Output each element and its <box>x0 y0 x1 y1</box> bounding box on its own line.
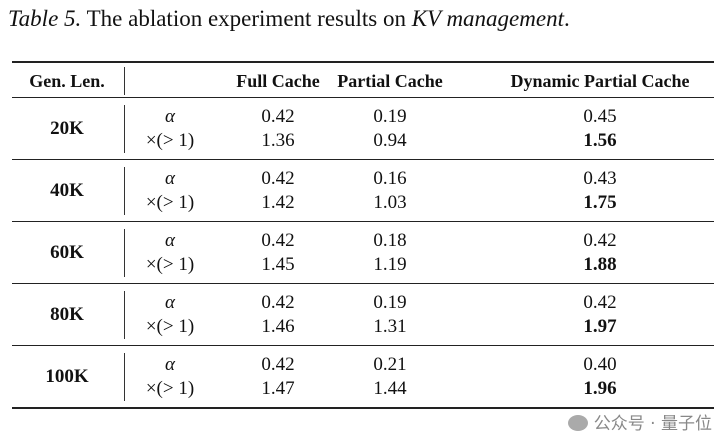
speedup-value: 1.97 <box>583 316 617 337</box>
alpha-label: α <box>165 230 175 251</box>
alpha-value: 0.16 <box>373 168 407 189</box>
speedup-value: 0.94 <box>373 130 407 151</box>
gen-len-label: 60K <box>50 242 84 263</box>
alpha-value: 0.21 <box>373 354 407 375</box>
speedup-label: ×(> 1) <box>145 254 195 275</box>
alpha-label: α <box>165 292 175 313</box>
column-divider <box>124 291 126 339</box>
alpha-value: 0.42 <box>261 106 295 127</box>
speedup-value: 1.96 <box>583 378 617 399</box>
speedup-label: ×(> 1) <box>145 192 195 213</box>
column-divider <box>124 67 126 95</box>
alpha-value: 0.42 <box>261 168 295 189</box>
header-column: Full Cache <box>236 71 320 91</box>
gen-len-label: 40K <box>50 180 84 201</box>
speedup-value: 1.47 <box>261 378 295 399</box>
gen-len-label: 100K <box>45 366 89 387</box>
speedup-label: ×(> 1) <box>145 130 195 151</box>
speedup-value: 1.45 <box>261 254 295 275</box>
bottom-rule <box>12 407 714 409</box>
column-divider <box>124 353 126 401</box>
group-rule <box>12 283 714 285</box>
speedup-value: 1.75 <box>583 192 617 213</box>
header-column: Partial Cache <box>337 71 443 91</box>
column-divider <box>124 229 126 277</box>
column-divider <box>124 105 126 153</box>
alpha-value: 0.42 <box>583 230 617 251</box>
wechat-icon <box>567 415 588 431</box>
speedup-label: ×(> 1) <box>145 378 195 399</box>
header-rule <box>12 97 714 99</box>
caption-end: . <box>563 6 570 31</box>
watermark: 公众号 · 量子位 <box>567 414 712 434</box>
group-rule <box>12 345 714 347</box>
speedup-value: 1.56 <box>583 130 617 151</box>
alpha-value: 0.42 <box>583 292 617 313</box>
speedup-value: 1.36 <box>261 130 295 151</box>
caption-text: The ablation experiment results on <box>81 6 412 31</box>
speedup-value: 1.19 <box>373 254 407 275</box>
column-divider <box>124 167 126 215</box>
speedup-value: 1.03 <box>373 192 407 213</box>
alpha-value: 0.19 <box>373 106 407 127</box>
speedup-value: 1.46 <box>261 316 295 337</box>
table-caption: Table 5. The ablation experiment results… <box>8 6 570 32</box>
speedup-label: ×(> 1) <box>145 316 195 337</box>
alpha-label: α <box>165 168 175 189</box>
header-gen-len: Gen. Len. <box>29 71 105 91</box>
alpha-label: α <box>165 106 175 127</box>
speedup-value: 1.42 <box>261 192 295 213</box>
alpha-value: 0.42 <box>261 292 295 313</box>
gen-len-label: 20K <box>50 118 84 139</box>
alpha-value: 0.19 <box>373 292 407 313</box>
caption-label: Table 5. <box>8 6 82 31</box>
alpha-value: 0.42 <box>261 230 295 251</box>
header-column: Dynamic Partial Cache <box>510 71 690 91</box>
alpha-value: 0.40 <box>583 354 617 375</box>
speedup-value: 1.31 <box>373 316 407 337</box>
alpha-label: α <box>165 354 175 375</box>
alpha-value: 0.43 <box>583 168 617 189</box>
top-rule <box>12 61 714 63</box>
gen-len-label: 80K <box>50 304 84 325</box>
group-rule <box>12 159 714 161</box>
speedup-value: 1.44 <box>373 378 407 399</box>
group-rule <box>12 221 714 223</box>
speedup-value: 1.88 <box>583 254 617 275</box>
caption-term: KV management <box>411 6 564 31</box>
alpha-value: 0.42 <box>261 354 295 375</box>
alpha-value: 0.18 <box>373 230 407 251</box>
watermark-text: 公众号 · 量子位 <box>593 414 712 434</box>
alpha-value: 0.45 <box>583 106 617 127</box>
